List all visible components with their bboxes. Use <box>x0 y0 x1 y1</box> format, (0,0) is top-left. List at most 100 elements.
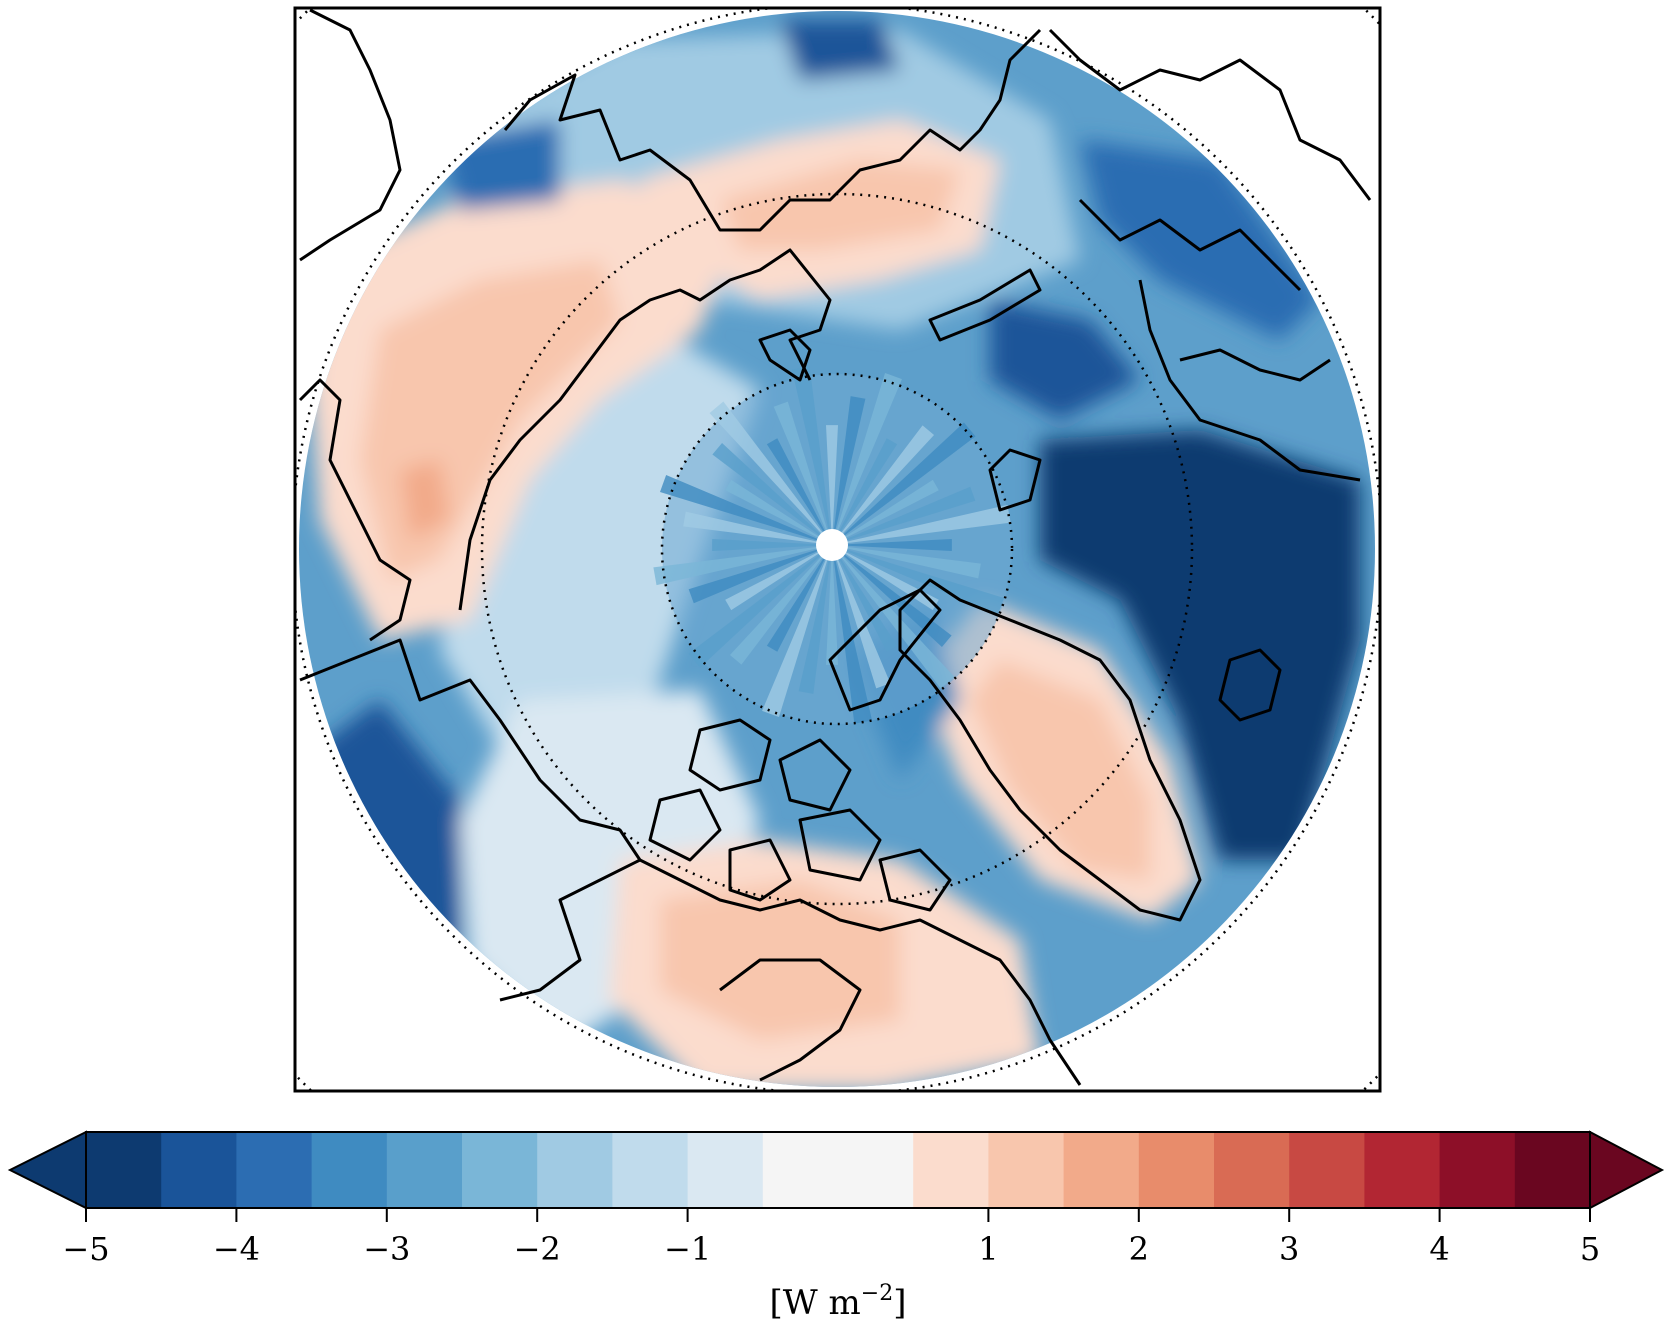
polar-streak <box>832 486 976 545</box>
polar-streak <box>798 545 832 694</box>
colorbar-outline <box>85 1131 1591 1209</box>
polar-streak <box>832 479 939 545</box>
polar-streak <box>688 545 832 604</box>
coastline-alaska <box>299 638 642 1002</box>
patch-warm-greenland-core <box>970 660 1150 880</box>
polar-streak <box>832 504 1011 545</box>
polar-streak <box>826 425 838 545</box>
polar-streaks <box>653 366 1011 724</box>
polar-streak <box>725 545 832 611</box>
patch-cold-north-pacific-edge <box>780 20 900 80</box>
colorbar-ticks: −5 −4 −3 −2 −1 1 2 3 4 5 <box>62 1208 1600 1268</box>
colorbar-segment <box>1289 1132 1365 1208</box>
colorbar-segment <box>386 1132 463 1208</box>
polar-streak <box>712 442 832 545</box>
coastline-novaya-zemlya <box>928 268 1042 342</box>
coastline-siberia <box>503 28 1042 232</box>
coastline-greenland <box>898 578 1202 922</box>
latitude-circle-80 <box>660 372 1014 726</box>
colorbar-segment <box>236 1132 313 1208</box>
polar-streak <box>832 545 952 648</box>
colorbar-segment <box>1214 1132 1290 1208</box>
polar-cap <box>653 366 1012 724</box>
polar-streak <box>725 479 832 545</box>
colorbar-segment <box>988 1132 1065 1208</box>
polar-streak <box>832 425 935 545</box>
colorbar-segment <box>161 1132 237 1208</box>
colorbar-segment <box>1138 1132 1215 1208</box>
colorbar-tick-label: 1 <box>978 1230 998 1268</box>
colorbar-segments <box>86 1132 1591 1208</box>
coastline-europe-north <box>1048 28 1372 292</box>
colorbar-segment <box>762 1132 914 1208</box>
polar-streak <box>832 372 902 545</box>
colorbar-segment <box>311 1132 388 1208</box>
coastline-taimyr <box>758 328 812 382</box>
coastline-svalbard <box>988 448 1042 512</box>
patch-warm-siberia-peak <box>400 460 450 540</box>
coastline-chukotka <box>299 8 402 262</box>
colorbar-segment <box>86 1132 162 1208</box>
colorbar-segment <box>537 1132 613 1208</box>
polar-streak <box>709 401 832 545</box>
coastline-hudson-bay <box>719 958 862 1082</box>
polar-streak <box>653 545 832 586</box>
polar-streak <box>659 475 832 545</box>
polar-streak <box>832 422 976 545</box>
coastline-scandinavia <box>1138 279 1361 482</box>
patch-warm-east-siberia-core <box>720 160 960 250</box>
patch-cold-north-atlantic <box>1040 430 1360 860</box>
polar-streak <box>773 401 832 545</box>
coastline-canada-mainland <box>639 858 1082 1086</box>
colorbar-segment <box>1364 1132 1441 1208</box>
colorbar-segment <box>687 1132 764 1208</box>
coastline-siberian-arctic <box>458 248 832 611</box>
polar-streak <box>832 545 873 724</box>
map-panel <box>295 8 1380 1091</box>
anomaly-patches <box>300 20 1360 1087</box>
colorbar-unit-label: [W m−2] <box>770 1281 907 1323</box>
colorbar-tick-label: 5 <box>1580 1230 1600 1268</box>
polar-streak <box>832 545 955 689</box>
polar-streak <box>832 438 898 545</box>
colorbar-tick-label: −3 <box>363 1230 410 1268</box>
polar-streak <box>832 545 981 579</box>
polar-streak <box>832 545 891 689</box>
pole-hole <box>816 529 848 561</box>
colorbar-segment <box>612 1132 689 1208</box>
polar-streak <box>766 545 832 652</box>
colorbar-extend-low <box>7 1130 87 1210</box>
colorbar-segment <box>462 1132 538 1208</box>
coastline-kamchatka <box>298 378 412 642</box>
graticule <box>295 8 1380 1091</box>
patch-cold-barents <box>990 300 1140 420</box>
coastline-canadian-archipelago <box>648 718 952 912</box>
polar-streak <box>712 539 832 551</box>
colorbar-segment <box>913 1132 989 1208</box>
colorbar-segment <box>1514 1132 1591 1208</box>
colorbar-tick-label: −1 <box>664 1230 711 1268</box>
polar-streak <box>832 396 866 545</box>
data-field <box>299 11 1375 1087</box>
polar-streak <box>832 545 898 652</box>
colorbar: −5 −4 −3 −2 −1 1 2 3 4 5 [W m−2] <box>7 1130 1665 1323</box>
colorbar-segment <box>1439 1132 1516 1208</box>
colorbar-tick-label: 4 <box>1429 1230 1449 1268</box>
colorbar-tick-label: −5 <box>62 1230 109 1268</box>
colorbar-tick-label: 2 <box>1129 1230 1149 1268</box>
colorbar-tick-label: −4 <box>213 1230 260 1268</box>
colorbar-tick-label: −2 <box>514 1230 561 1268</box>
polar-streak <box>826 545 838 665</box>
patch-cold-scandinavia <box>1080 140 1320 340</box>
latitude-circle-70 <box>480 192 1194 906</box>
coastlines <box>298 8 1372 1086</box>
polar-streak <box>766 438 832 545</box>
polar-streak <box>832 539 952 551</box>
coastline-ellesmere <box>828 588 942 712</box>
polar-streak <box>791 366 832 545</box>
colorbar-segment <box>1063 1132 1140 1208</box>
polar-streak <box>729 545 832 665</box>
coastline-iceland <box>1218 648 1282 722</box>
polar-streak <box>832 545 1005 615</box>
